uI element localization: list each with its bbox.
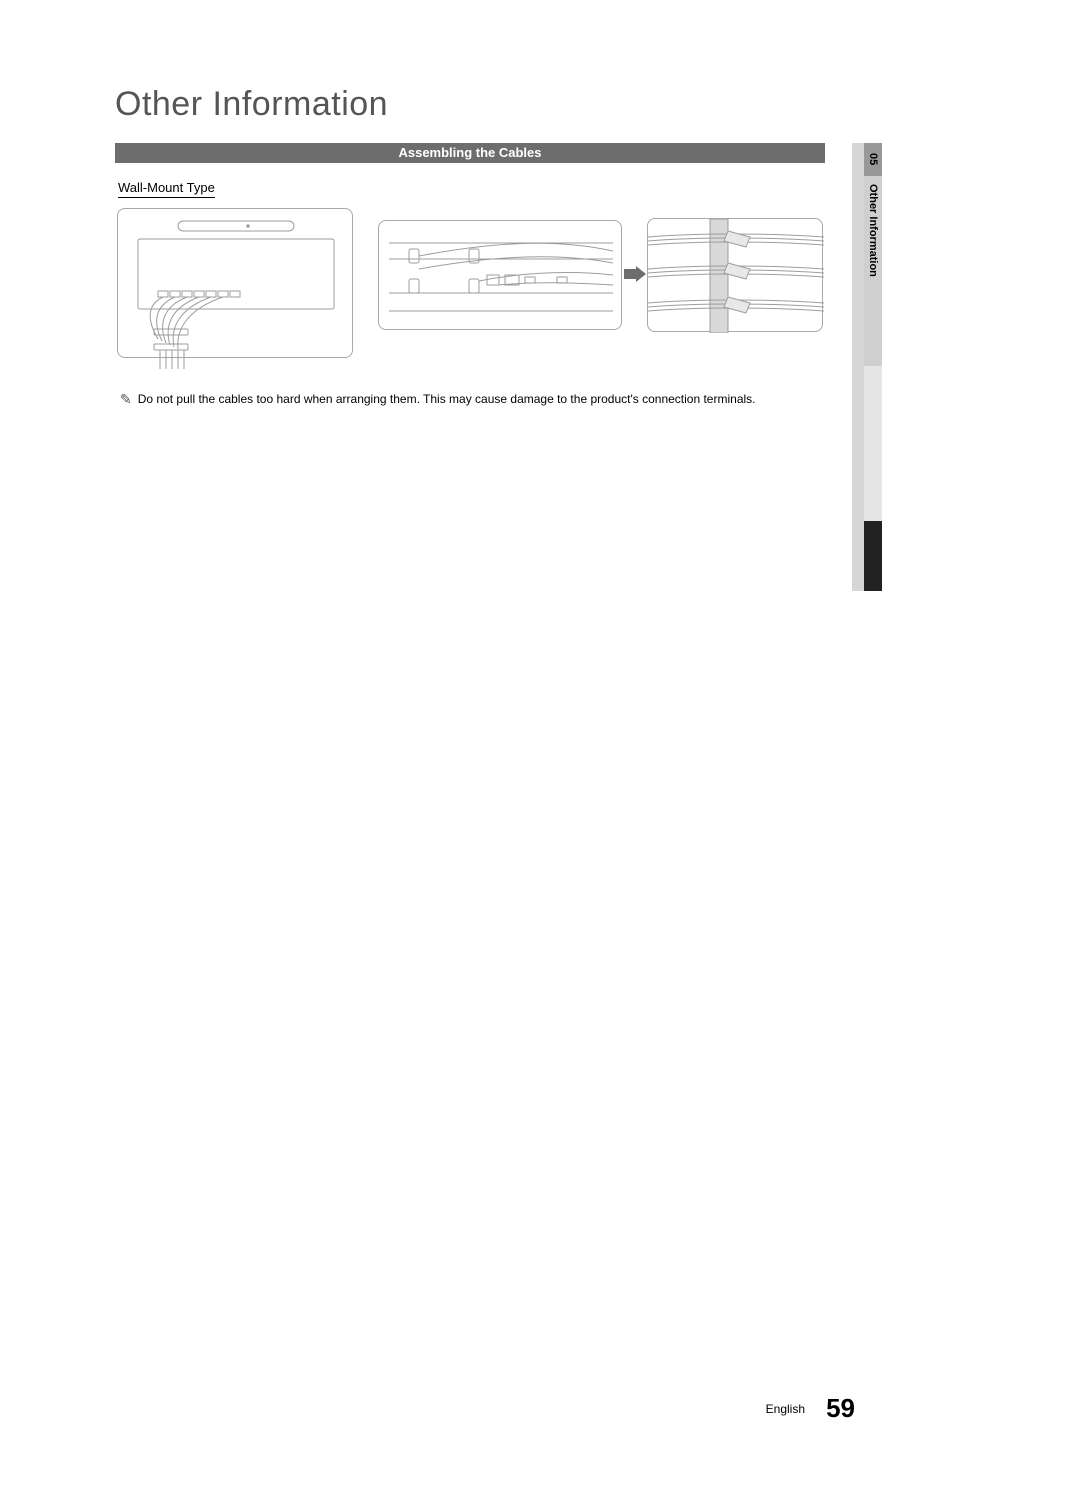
note-icon: ✎	[120, 392, 132, 406]
manual-page: Other Information Assembling the Cables …	[0, 0, 1080, 1494]
side-tab-number: 05	[864, 143, 882, 176]
diagram-panel-3	[647, 218, 823, 332]
page-heading: Other Information	[115, 85, 388, 124]
footer-page-number: 59	[826, 1393, 855, 1424]
section-title: Assembling the Cables	[115, 143, 825, 163]
warning-note: ✎ Do not pull the cables too hard when a…	[120, 392, 820, 406]
note-text: Do not pull the cables too hard when arr…	[138, 392, 756, 406]
arrow-icon	[624, 266, 646, 282]
side-strip-dark	[864, 521, 882, 591]
side-margin-strip	[852, 143, 864, 591]
side-strip-light	[864, 366, 882, 521]
subheading-wall-mount: Wall-Mount Type	[118, 180, 215, 198]
footer-language: English	[766, 1402, 805, 1416]
diagram-panel-2	[378, 220, 622, 330]
side-tab-label: Other Information	[864, 176, 882, 366]
diagram-panel-1	[117, 208, 353, 358]
